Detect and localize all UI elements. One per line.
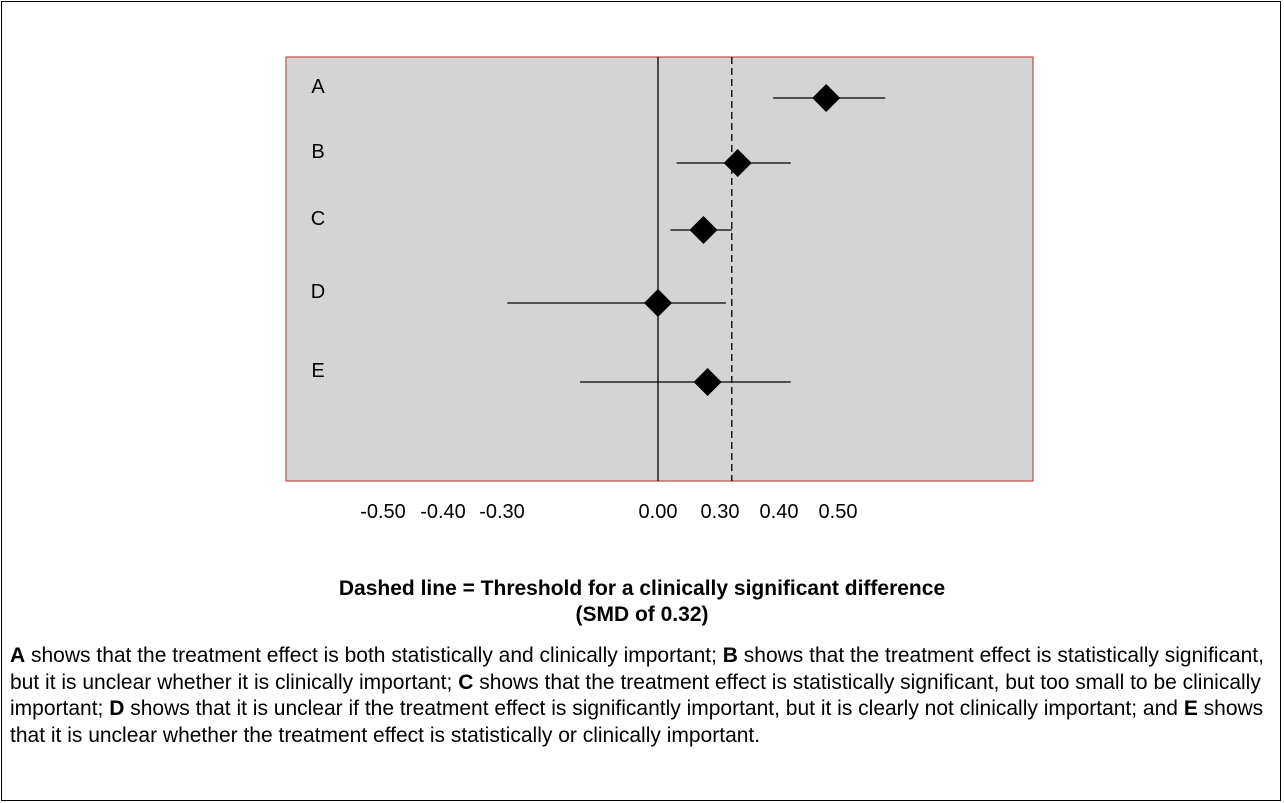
x-tick-label: 0.30	[701, 501, 740, 523]
explanation-text-a: shows that the treatment effect is both …	[25, 644, 723, 667]
estimate-marker-d	[644, 289, 672, 317]
explanation-letter-d: D	[109, 697, 125, 720]
row-label-d: D	[311, 281, 325, 303]
forest-plot: A B C D E -0.50 -0.40 -0.30 0.00 0.30 0.40 0.50	[285, 56, 1034, 523]
caption-line-1: Dashed line = Threshold for a clinically…	[338, 577, 946, 600]
explanation-letter-e: E	[1183, 697, 1198, 720]
estimate-marker-c	[689, 216, 718, 244]
explanation-letter-a: A	[10, 644, 26, 667]
explanation-letter-b: B	[722, 644, 738, 667]
explanation-text-d: shows that it is unclear if the treatmen…	[124, 697, 1184, 720]
x-tick-label: 0.50	[819, 501, 858, 523]
explanation-text: A shows that the treatment effect is bot…	[10, 643, 1278, 749]
explanation-text-e: shows that it is unclear whether the tre…	[10, 697, 1264, 747]
estimate-marker-e	[693, 368, 722, 396]
row-label-b: B	[311, 141, 324, 163]
row-label-a: A	[311, 76, 325, 98]
estimate-marker-b	[723, 149, 752, 177]
caption-line-2: (SMD of 0.32)	[575, 603, 709, 626]
x-tick-label: 0.00	[639, 501, 678, 523]
row-label-c: C	[311, 208, 325, 230]
x-tick-label: 0.40	[760, 501, 799, 523]
row-label-e: E	[311, 360, 324, 382]
x-tick-label: -0.30	[479, 501, 525, 523]
plot-area	[285, 56, 1034, 482]
explanation-letter-c: C	[458, 670, 474, 694]
explanation-text-b: shows that the treatment effect is stati…	[10, 644, 1264, 694]
x-tick-label: -0.50	[360, 501, 406, 523]
estimate-marker-a	[812, 84, 841, 112]
x-tick-label: -0.40	[420, 501, 466, 523]
explanation-text-c: shows that the treatment effect is stati…	[10, 670, 1261, 721]
